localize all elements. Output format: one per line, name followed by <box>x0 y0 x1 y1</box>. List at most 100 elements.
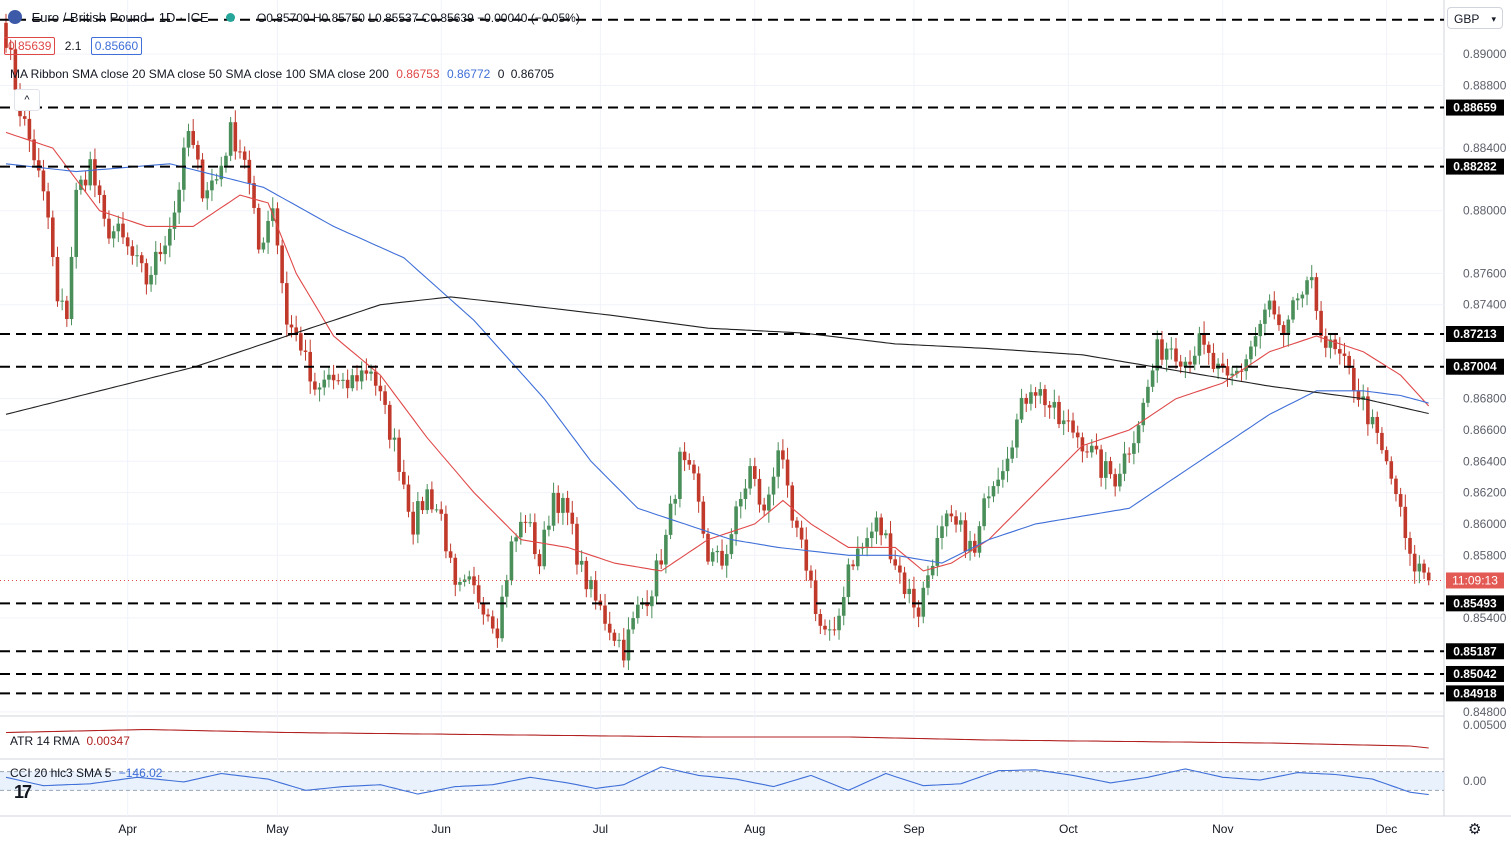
candle-body <box>504 580 509 597</box>
candle-body <box>168 228 172 246</box>
candle-body <box>55 257 60 302</box>
level-price-label: 0.87213 <box>1453 327 1497 341</box>
y-tick-label: 0.85800 <box>1463 548 1507 562</box>
candle-body <box>888 533 893 560</box>
candle-body <box>593 580 598 601</box>
candle-body <box>359 370 364 382</box>
candle-body <box>411 511 415 535</box>
level-price-tag <box>1446 99 1504 116</box>
cci-label: CCI 20 hlc3 SMA 5 <box>10 766 112 780</box>
candle-body <box>1309 277 1314 281</box>
candle-body <box>191 131 195 145</box>
candle-body <box>958 520 963 525</box>
candle-body <box>1188 361 1192 365</box>
bid-price-box[interactable]: 0.85639 <box>4 37 56 55</box>
candle-body <box>650 596 654 607</box>
candle-body <box>182 147 186 190</box>
candle-body <box>935 537 940 566</box>
candle-body <box>4 22 8 48</box>
candle-body <box>74 189 78 257</box>
ma-ribbon-legend[interactable]: MA Ribbon SMA close 20 SMA close 50 SMA … <box>10 67 554 81</box>
candle-body <box>163 245 167 255</box>
candle-body <box>144 263 149 285</box>
candle-body <box>1408 538 1412 554</box>
candle-body <box>196 144 200 160</box>
candle-body <box>261 242 266 250</box>
symbol-title[interactable]: Euro / British Pound · 1D · ICE <box>31 10 209 25</box>
level-price-label: 0.85493 <box>1453 596 1497 610</box>
candle-body <box>944 513 949 527</box>
candle-body <box>1202 333 1206 345</box>
candle-body <box>1356 390 1361 401</box>
candle-body <box>1057 401 1061 425</box>
candle-body <box>1155 339 1160 371</box>
gear-icon[interactable]: ⚙ <box>1468 821 1482 838</box>
candle-body <box>495 628 500 639</box>
candle-body <box>1146 386 1150 403</box>
symbol-flag-icon <box>8 10 22 24</box>
candle-body <box>1118 473 1122 487</box>
y-tick-label: 0.85400 <box>1463 611 1507 625</box>
candle-body <box>416 501 420 535</box>
atr-legend[interactable]: ATR 14 RMA 0.00347 <box>10 734 130 748</box>
candle-body <box>696 473 701 502</box>
candle-body <box>1272 300 1277 315</box>
candle-body <box>355 375 359 382</box>
candle-body <box>481 602 486 615</box>
candle-body <box>916 607 921 617</box>
candle-body <box>247 159 252 184</box>
candle-body <box>252 183 256 208</box>
candle-body <box>1347 355 1351 368</box>
collapse-legend-button[interactable]: ^ <box>14 89 40 111</box>
candle-body <box>369 371 373 374</box>
candle-body <box>1132 443 1136 454</box>
candle-body <box>1061 420 1066 425</box>
candle-body <box>439 509 444 514</box>
candle-body <box>879 517 883 536</box>
candle-body <box>294 327 298 334</box>
candle-body <box>804 539 809 571</box>
currency-select[interactable]: GBP ▾ <box>1447 7 1503 29</box>
cci-line <box>5 766 1429 796</box>
candle-body <box>687 460 692 465</box>
candle-body <box>97 185 102 195</box>
candle-body <box>729 534 734 555</box>
level-price-label: 0.88282 <box>1453 160 1497 174</box>
candle-body <box>27 118 32 140</box>
candle-body <box>631 618 635 630</box>
candle-body <box>238 151 242 153</box>
ask-price-box[interactable]: 0.85660 <box>90 37 143 55</box>
candle-body <box>1412 553 1417 572</box>
candle-body <box>678 451 682 500</box>
candle-body <box>116 223 121 232</box>
candle-body <box>345 379 350 389</box>
candle-body <box>1033 392 1038 396</box>
candle-body <box>425 489 429 511</box>
cci-legend[interactable]: CCI 20 hlc3 SMA 5 −146.02 <box>10 766 162 780</box>
candle-body <box>444 513 448 552</box>
candle-body <box>266 220 270 243</box>
candle-body <box>715 550 720 553</box>
candle-body <box>158 251 163 255</box>
spread-value: 2.1 <box>64 39 82 53</box>
candle-body <box>1136 425 1141 444</box>
y-tick-label: 0.86400 <box>1463 454 1507 468</box>
atr-tick-label: 0.00500 <box>1463 718 1507 732</box>
cci-tick-label: 0.00 <box>1463 774 1487 788</box>
candle-body <box>954 516 958 525</box>
candle-body <box>420 501 425 511</box>
candle-body <box>720 550 724 566</box>
y-tick-label: 0.89000 <box>1463 47 1507 61</box>
candle-body <box>69 256 74 320</box>
candle-body <box>1019 397 1024 420</box>
candle-body <box>458 582 462 585</box>
candle-body <box>1071 420 1075 433</box>
candle-body <box>149 274 153 285</box>
candle-body <box>855 548 860 567</box>
candle-body <box>93 159 97 186</box>
candle-body <box>1253 336 1258 347</box>
candle-body <box>22 116 27 119</box>
candle-body <box>706 533 710 562</box>
candle-body <box>1015 419 1019 448</box>
